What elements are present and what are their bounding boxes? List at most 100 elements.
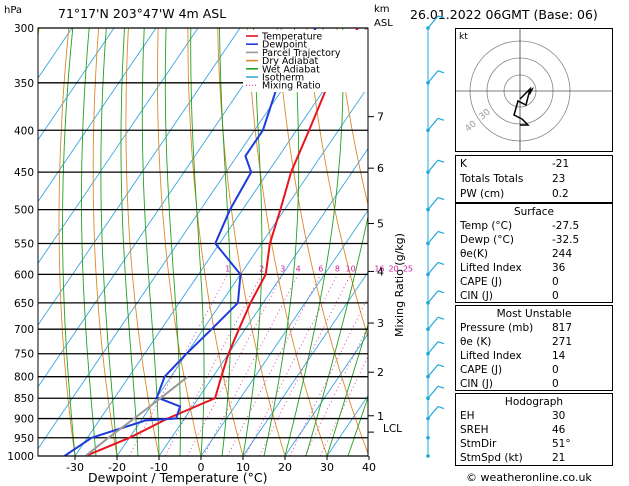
hodograph-panel: kt 40 30 [455, 28, 613, 152]
copyright: © weatheronline.co.uk [466, 471, 592, 484]
mixing-ratio-label: 1 [225, 264, 230, 273]
temperature-line [85, 28, 359, 456]
legend-label: Isotherm [262, 73, 304, 84]
dry-adiabat-line [92, 28, 118, 456]
wind-barb-staff [427, 385, 439, 399]
location-title: 71°17'N 203°47'W 4m ASL [58, 6, 227, 21]
wind-barb-staff [427, 262, 439, 275]
temperature-tick-label: 40 [362, 461, 376, 474]
temperature-tick-label: 30 [320, 461, 334, 474]
surface-row: θe(K) 244 [460, 248, 573, 260]
legend-label: Dry Adiabat [262, 56, 319, 67]
surface-title: Surface [513, 206, 554, 218]
asl-label: ASL [374, 18, 393, 29]
wind-barb-dot [426, 454, 430, 458]
pressure-tick-label: 1000 [7, 451, 34, 463]
pressure-tick-label: 550 [14, 238, 34, 250]
wind-barb-staff [427, 70, 439, 84]
height-km-label: 5 [377, 218, 384, 231]
hodograph-ring-30: 30 [478, 107, 493, 122]
temperature-tick-label: 0 [198, 461, 205, 474]
wet-adiabat-line [190, 28, 205, 456]
hodo-row: StmSpd (kt) 21 [460, 452, 566, 464]
wet-adiabat-line [347, 396, 368, 456]
mu-row: CIN (J) 0 [460, 378, 559, 390]
hodo-row: EH 30 [460, 410, 566, 422]
mu-row: Lifted Index 14 [460, 350, 566, 362]
pressure-tick-label: 500 [14, 205, 34, 217]
height-km-label: 4 [377, 265, 384, 278]
pressure-tick-label: 850 [14, 393, 34, 405]
surface-row: CIN (J) 0 [460, 290, 559, 302]
wind-barb-staff [427, 316, 439, 330]
temperature-tick-label: -30 [66, 461, 84, 474]
mixing-ratio-axis-label: Mixing Ratio (g/kg) [393, 233, 406, 337]
wet-adiabat-line [81, 28, 97, 456]
isotherm-line [200, 209, 368, 456]
index-row-k: K -21 [460, 158, 570, 170]
dry-adiabat-line [157, 28, 202, 456]
mixing-ratio-label: 8 [335, 264, 340, 273]
index-row-totals: Totals Totals 23 [460, 173, 566, 185]
dry-adiabat-line [336, 28, 368, 207]
wind-barb-flag [437, 316, 445, 320]
isotherm-line [158, 147, 368, 456]
wet-adiabat-line [100, 28, 118, 456]
wind-barb-flag [437, 230, 445, 235]
wind-barb-staff [427, 341, 439, 355]
wind-barb-flag [437, 70, 445, 74]
pressure-tick-label: 650 [14, 298, 34, 310]
km-label: km [374, 4, 390, 15]
parcel-trajectory-line [84, 375, 189, 456]
legend-label: Parcel Trajectory [262, 48, 341, 59]
most-unstable-title: Most Unstable [496, 308, 572, 320]
wind-barb-flag [437, 15, 445, 19]
pressure-tick-label: 350 [14, 78, 34, 90]
isotherm-line [242, 271, 368, 456]
mixing-ratio-line [186, 274, 284, 456]
wind-barb-flag [437, 159, 445, 163]
wind-barb-staff [427, 290, 439, 304]
mixing-ratio-label: 2 [259, 264, 264, 273]
wind-barb-staff [427, 159, 439, 173]
pressure-tick-label: 300 [14, 23, 34, 35]
hodograph-arrow [528, 87, 534, 95]
hodograph-kt-label: kt [459, 32, 468, 42]
pressure-tick-label: 750 [14, 349, 34, 361]
pressure-tick-label: 700 [14, 324, 34, 336]
dry-adiabat-line [247, 28, 328, 456]
hpa-label: hPa [4, 5, 23, 16]
mu-row: CAPE (J) 0 [460, 364, 559, 376]
mixing-ratio-line [244, 274, 338, 456]
isotherm-line [38, 28, 157, 203]
mixing-ratio-label: 4 [296, 264, 301, 273]
wind-barb-flag [437, 290, 445, 294]
mixing-ratio-label: 16 [374, 264, 384, 273]
hodograph-plot: 40 30 [456, 29, 612, 151]
surface-row: CAPE (J) 0 [460, 276, 559, 288]
surface-row: Dewp (°C) -32.5 [460, 234, 580, 246]
mixing-ratio-label: 25 [403, 264, 413, 273]
isotherm-line [38, 28, 199, 265]
isotherm-line [116, 86, 368, 456]
mixing-ratio-label: 10 [346, 264, 356, 273]
wind-barb-staff [427, 117, 439, 131]
wind-barb-flag [437, 405, 445, 410]
wet-adiabat-line [305, 214, 368, 456]
wind-barb-staff [427, 406, 439, 419]
hodo-row: StmDir 51° [460, 438, 571, 450]
pressure-tick-label: 800 [14, 372, 34, 384]
height-km-label: 3 [377, 317, 384, 330]
isotherm-line [74, 28, 367, 456]
wind-barb-flag [437, 117, 445, 121]
mu-row: Pressure (mb) 817 [460, 322, 573, 334]
wet-adiabat-line [62, 28, 76, 456]
temperature-tick-label: -10 [150, 461, 168, 474]
legend-label: Mixing Ratio [262, 81, 321, 92]
wind-barb-staff [427, 197, 439, 210]
mixing-ratio-label: 3 [280, 264, 285, 273]
index-row-pw: PW (cm) 0.2 [460, 188, 569, 200]
hodograph-title: Hodograph [504, 396, 564, 408]
pressure-tick-label: 900 [14, 414, 34, 426]
